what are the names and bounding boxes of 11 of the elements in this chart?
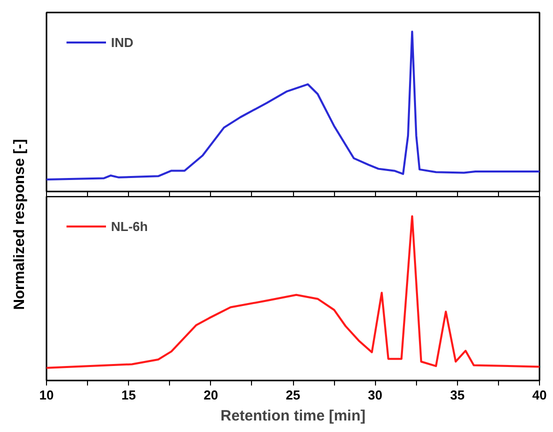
y-axis-title: Normalized response [-] <box>11 139 28 310</box>
legend-label: NL-6h <box>111 218 148 234</box>
x-axis-title: Retention time [min] <box>220 408 366 424</box>
x-tick-label: 10 <box>39 388 54 402</box>
x-tick-label: 20 <box>204 388 218 402</box>
x-tick-label: 30 <box>368 388 382 402</box>
x-tick-label: 35 <box>450 388 465 402</box>
x-tick-label: 25 <box>286 388 300 402</box>
legend-label: IND <box>111 34 134 50</box>
x-tick-label: 40 <box>532 388 547 402</box>
x-tick-label: 15 <box>121 388 136 402</box>
